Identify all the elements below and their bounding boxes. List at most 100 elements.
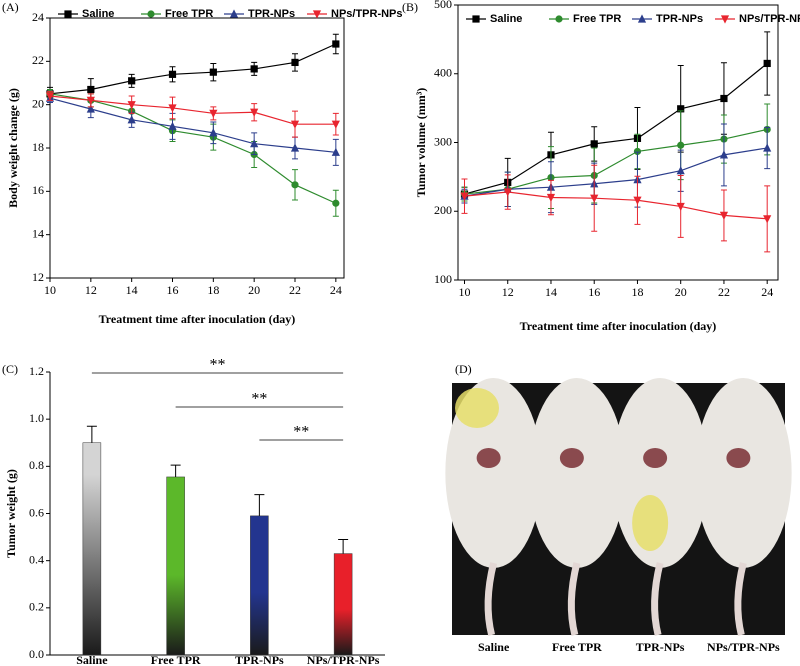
bar — [250, 515, 269, 656]
marker — [168, 121, 177, 130]
x-tick-label: 10 — [458, 285, 470, 299]
tumor — [726, 448, 751, 468]
marker — [676, 202, 685, 212]
panel-label: (C) — [2, 362, 18, 376]
tumor — [643, 448, 668, 468]
y-axis-label: Body weight change (g) — [6, 88, 20, 208]
marker — [127, 101, 136, 110]
significance-label: ** — [251, 391, 267, 408]
photo-label: Free TPR — [552, 640, 602, 654]
marker — [86, 96, 95, 105]
tumor — [559, 448, 584, 468]
marker — [128, 77, 136, 85]
marker — [633, 196, 642, 205]
mouse-body — [695, 378, 792, 568]
mouse-body — [528, 378, 626, 568]
x-tick-label: 16 — [588, 285, 600, 299]
marker — [590, 194, 599, 203]
marker — [168, 70, 177, 78]
photo-label: TPR-NPs — [636, 640, 685, 654]
marker — [720, 94, 728, 103]
x-tick-label: NPs/TPR-NPs — [307, 653, 380, 666]
y-tick-label: 0.4 — [29, 552, 44, 566]
series-line — [49, 43, 337, 95]
marker — [209, 128, 218, 137]
series-line — [49, 95, 336, 125]
y-tick-label: 300 — [434, 134, 452, 148]
marker — [291, 181, 299, 189]
mouse-tail — [734, 562, 747, 636]
marker — [87, 85, 95, 94]
legend-label: Free TPR — [165, 8, 213, 20]
error-bar — [86, 425, 97, 443]
x-axis-label: Treatment time after inoculation (day) — [99, 312, 296, 326]
y-tick-label: 0.8 — [29, 458, 44, 472]
x-tick-label: 12 — [502, 285, 514, 299]
marker — [503, 188, 512, 197]
series-line — [464, 128, 768, 195]
y-tick-label: 400 — [434, 66, 452, 80]
marker — [633, 147, 642, 156]
series-line — [49, 93, 337, 204]
legend-label: Free TPR — [573, 13, 621, 25]
marker — [209, 109, 218, 118]
legend-label: Saline — [82, 8, 114, 20]
marker — [677, 141, 685, 149]
marker — [763, 59, 771, 68]
marker — [332, 40, 340, 48]
legend-marker — [637, 14, 647, 23]
y-axis-label: Tumor weight (g) — [4, 469, 18, 558]
x-tick-label: 20 — [675, 285, 687, 299]
photo-label: Saline — [478, 640, 510, 654]
marker — [250, 65, 258, 73]
legend-label: TPR-NPs — [248, 8, 295, 20]
x-tick-label: Saline — [76, 653, 108, 666]
marker — [290, 120, 300, 129]
y-tick-label: 200 — [434, 203, 452, 217]
x-tick-label: 24 — [330, 283, 342, 297]
bar — [166, 476, 185, 656]
marker — [719, 211, 729, 220]
marker — [209, 68, 217, 76]
x-tick-label: 16 — [167, 283, 179, 297]
marker — [763, 143, 772, 152]
y-tick-label: 12 — [32, 270, 44, 284]
y-tick-label: 0.0 — [29, 647, 44, 661]
legend-marker — [64, 10, 72, 18]
legend-label: NPs/TPR-NPs — [739, 13, 800, 25]
x-tick-label: 14 — [126, 283, 138, 297]
mouse-tail — [484, 562, 498, 636]
series-line — [464, 191, 768, 220]
x-tick-label: 14 — [545, 285, 557, 299]
mouse-tail — [651, 562, 664, 636]
marker — [546, 193, 556, 203]
legend-marker — [720, 15, 730, 24]
y-tick-label: 100 — [434, 272, 452, 286]
x-tick-label: 20 — [248, 283, 260, 297]
y-tick-label: 0.2 — [29, 600, 44, 614]
legend-marker — [229, 9, 239, 18]
y-tick-label: 24 — [32, 10, 44, 24]
error-bar — [254, 494, 265, 516]
tumor — [476, 448, 501, 468]
x-tick-label: TPR-NPs — [235, 653, 284, 666]
y-tick-label: 500 — [434, 0, 452, 11]
legend-marker — [147, 10, 155, 18]
y-tick-label: 20 — [32, 96, 44, 110]
x-tick-label: 24 — [761, 285, 773, 299]
x-tick-label: 18 — [631, 285, 643, 299]
marker — [676, 166, 685, 175]
y-tick-label: 1.0 — [29, 411, 44, 425]
error-bar — [338, 538, 349, 554]
mouse-tail — [567, 562, 581, 636]
marker — [168, 104, 177, 113]
marker — [677, 105, 685, 113]
x-tick-label: 12 — [85, 283, 97, 297]
legend-marker — [312, 10, 322, 19]
x-tick-label: Free TPR — [151, 653, 201, 666]
marker — [332, 199, 340, 207]
bar — [333, 553, 353, 656]
error-bar — [170, 464, 181, 477]
y-tick-label: 14 — [32, 226, 44, 240]
